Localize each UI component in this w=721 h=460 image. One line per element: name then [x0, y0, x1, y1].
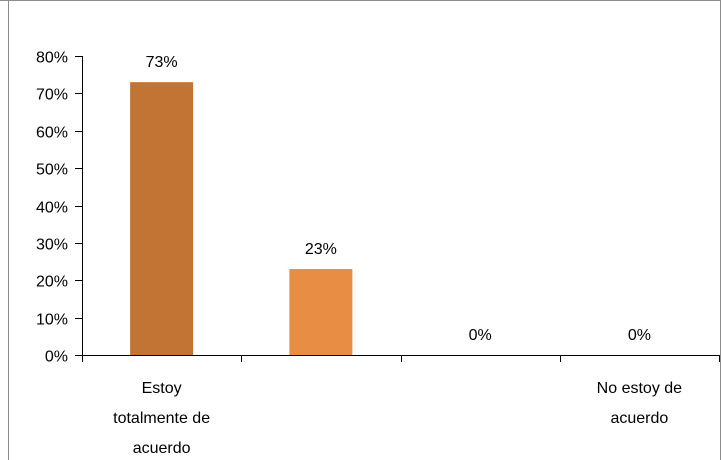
- y-tick-label: 20%: [36, 274, 68, 291]
- x-category-label: acuerdo: [133, 440, 191, 457]
- bar: [289, 269, 353, 355]
- y-tick-label: 30%: [36, 237, 68, 254]
- y-tick-label: 80%: [36, 50, 68, 67]
- y-tick-label: 50%: [36, 162, 68, 179]
- x-category-label: No estoy de: [597, 380, 682, 397]
- data-label: 0%: [628, 327, 651, 344]
- x-category-label: acuerdo: [610, 410, 668, 427]
- bar: [130, 82, 194, 355]
- x-category-label: Estoy: [142, 380, 182, 397]
- data-label: 0%: [469, 327, 492, 344]
- y-tick-label: 60%: [36, 125, 68, 142]
- y-tick-label: 10%: [36, 312, 68, 329]
- data-label: 73%: [146, 54, 178, 71]
- y-tick-label: 40%: [36, 200, 68, 217]
- plot-area: 0% 10% 20% 30% 40% 50% 60% 70% 80% 73% Estoy totalm…: [36, 50, 720, 457]
- y-tick-label: 70%: [36, 87, 68, 104]
- y-tick-label: 0%: [45, 349, 68, 366]
- data-label: 23%: [305, 241, 337, 258]
- x-category-label: totalmente de: [113, 410, 210, 427]
